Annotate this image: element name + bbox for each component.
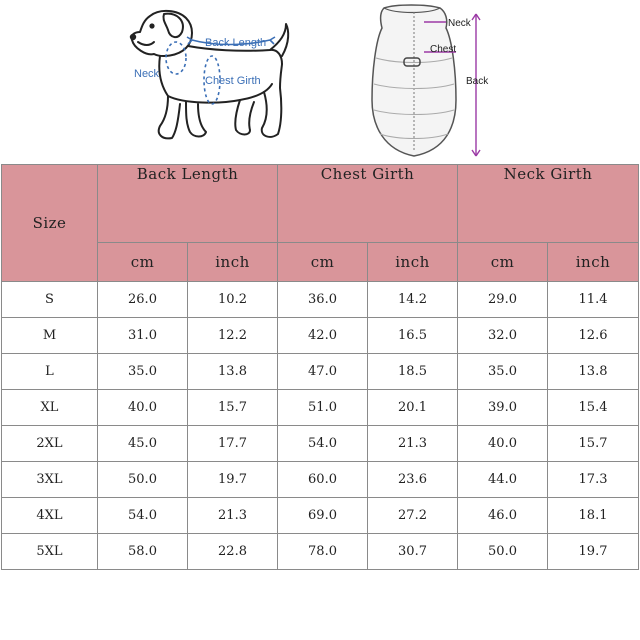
value-cell: 26.0 — [97, 281, 188, 318]
value-cell: 31.0 — [97, 317, 188, 354]
value-cell: 12.6 — [547, 317, 640, 354]
size-cell: 4XL — [1, 497, 98, 534]
value-cell: 27.2 — [367, 497, 459, 534]
value-cell: 42.0 — [277, 317, 369, 354]
value-cell: 12.2 — [186, 317, 279, 354]
dog-measure-guides — [165, 36, 276, 105]
back-length-arrow — [191, 39, 271, 46]
header-back-length: Back Length — [96, 164, 279, 243]
coat-icon — [371, 4, 457, 157]
value-cell: 13.8 — [186, 353, 279, 390]
value-cell: 13.8 — [547, 353, 640, 390]
value-cell: 35.0 — [97, 353, 188, 390]
value-cell: 19.7 — [186, 461, 279, 498]
value-cell: 32.0 — [457, 317, 549, 354]
size-cell: 2XL — [1, 425, 98, 462]
table-row: XL 40.0 15.7 51.0 20.1 39.0 15.4 — [1, 389, 640, 426]
table-row: 4XL 54.0 21.3 69.0 27.2 46.0 18.1 — [1, 497, 640, 534]
value-cell: 10.2 — [186, 281, 279, 318]
value-cell: 14.2 — [367, 281, 459, 318]
value-cell: 20.1 — [367, 389, 459, 426]
value-cell: 35.0 — [457, 353, 549, 390]
neck-girth-guide — [165, 41, 187, 75]
value-cell: 15.7 — [547, 425, 640, 462]
table-unit-row: cm inch cm inch cm inch — [2, 242, 640, 282]
size-chart-table: Size Back Length Chest Girth Neck Girth … — [1, 164, 640, 570]
value-cell: 44.0 — [457, 461, 549, 498]
size-cell: L — [1, 353, 98, 390]
size-cell: S — [1, 281, 98, 318]
coat-measure-guides — [424, 13, 481, 157]
value-cell: 18.1 — [547, 497, 640, 534]
dog-label-chest-girth: Chest Girth — [205, 75, 261, 87]
value-cell: 21.3 — [186, 497, 279, 534]
table-row: 3XL 50.0 19.7 60.0 23.6 44.0 17.3 — [1, 461, 640, 498]
dog-label-back-length: Back Length — [205, 37, 266, 49]
chest-girth-guide — [203, 55, 221, 105]
unit-header: cm — [277, 242, 369, 282]
value-cell: 51.0 — [277, 389, 369, 426]
value-cell: 18.5 — [367, 353, 459, 390]
value-cell: 60.0 — [277, 461, 369, 498]
size-header: Size — [1, 164, 98, 282]
table-row: 5XL 58.0 22.8 78.0 30.7 50.0 19.7 — [1, 533, 640, 570]
coat-label-back: Back — [466, 76, 489, 87]
value-cell: 30.7 — [367, 533, 459, 570]
coat-label-neck: Neck — [448, 18, 472, 29]
value-cell: 45.0 — [97, 425, 188, 462]
value-cell: 69.0 — [277, 497, 369, 534]
table-row: S 26.0 10.2 36.0 14.2 29.0 11.4 — [1, 281, 640, 318]
value-cell: 40.0 — [97, 389, 188, 426]
value-cell: 47.0 — [277, 353, 369, 390]
unit-header: inch — [186, 242, 279, 282]
unit-header: cm — [97, 242, 188, 282]
unit-header: cm — [457, 242, 549, 282]
header-neck-girth: Neck Girth — [457, 164, 640, 243]
measurement-illustration: Back Length Neck Chest Girth Neck Chest … — [129, 4, 489, 157]
value-cell: 54.0 — [277, 425, 369, 462]
size-cell: XL — [1, 389, 98, 426]
value-cell: 54.0 — [97, 497, 188, 534]
value-cell: 23.6 — [367, 461, 459, 498]
unit-header: inch — [547, 242, 640, 282]
dog-label-neck: Neck — [134, 68, 160, 80]
value-cell: 46.0 — [457, 497, 549, 534]
value-cell: 19.7 — [547, 533, 640, 570]
value-cell: 50.0 — [97, 461, 188, 498]
unit-header: inch — [367, 242, 459, 282]
value-cell: 21.3 — [367, 425, 459, 462]
value-cell: 78.0 — [277, 533, 369, 570]
value-cell: 16.5 — [367, 317, 459, 354]
table-row: L 35.0 13.8 47.0 18.5 35.0 13.8 — [1, 353, 640, 390]
value-cell: 50.0 — [457, 533, 549, 570]
table-header-row: Size Back Length Chest Girth Neck Girth — [1, 164, 640, 282]
table-row: M 31.0 12.2 42.0 16.5 32.0 12.6 — [1, 317, 640, 354]
value-cell: 17.3 — [547, 461, 640, 498]
value-cell: 58.0 — [97, 533, 188, 570]
value-cell: 22.8 — [186, 533, 279, 570]
value-cell: 15.7 — [186, 389, 279, 426]
size-cell: 3XL — [1, 461, 98, 498]
value-cell: 15.4 — [547, 389, 640, 426]
coat-label-chest: Chest — [430, 44, 456, 55]
value-cell: 39.0 — [457, 389, 549, 426]
value-cell: 17.7 — [186, 425, 279, 462]
header-chest-girth: Chest Girth — [277, 164, 459, 243]
value-cell: 11.4 — [547, 281, 640, 318]
value-cell: 36.0 — [277, 281, 369, 318]
dog-icon — [129, 10, 290, 140]
value-cell: 40.0 — [457, 425, 549, 462]
table-row: 2XL 45.0 17.7 54.0 21.3 40.0 15.7 — [1, 425, 640, 462]
size-cell: M — [1, 317, 98, 354]
size-cell: 5XL — [1, 533, 98, 570]
value-cell: 29.0 — [457, 281, 549, 318]
